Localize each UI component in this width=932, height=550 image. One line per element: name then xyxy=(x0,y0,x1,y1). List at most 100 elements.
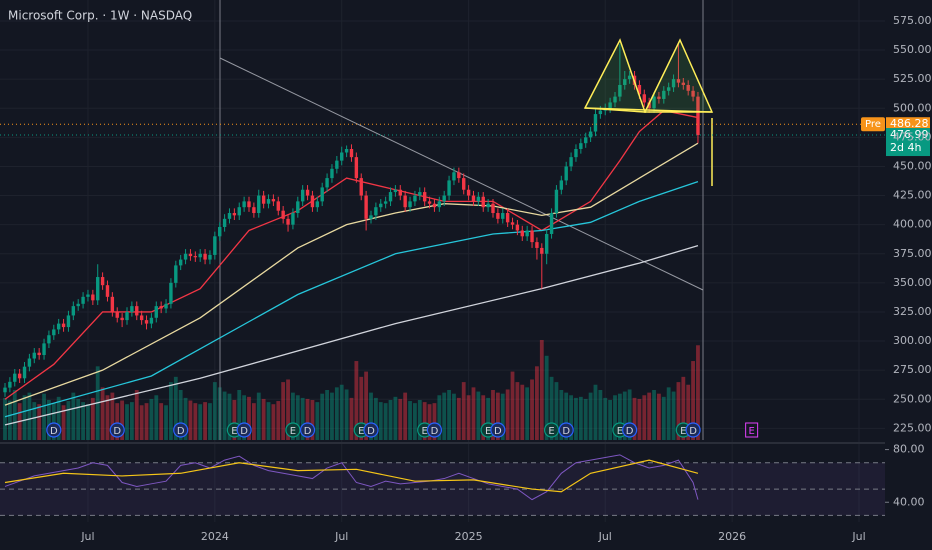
candle-body xyxy=(335,160,339,169)
volume-bar xyxy=(61,405,66,440)
candle-body xyxy=(540,247,544,254)
volume-bar xyxy=(447,390,451,440)
last-price-box xyxy=(886,128,930,157)
candle-body xyxy=(379,203,383,208)
volume-bar xyxy=(417,400,422,440)
rsi-pane: 80.00 40.00 xyxy=(0,443,925,516)
volume-bar xyxy=(47,400,51,440)
volume-bar xyxy=(452,393,456,440)
candle-body xyxy=(242,201,246,208)
candle-body xyxy=(535,242,539,248)
volume-bar xyxy=(154,395,159,440)
candle-body xyxy=(374,207,378,216)
volume-bar xyxy=(325,390,329,440)
candle-body xyxy=(193,256,198,258)
volume-bar xyxy=(286,379,290,440)
x-tick-label: Jul xyxy=(80,530,94,543)
volume-bar xyxy=(237,390,242,440)
volume-bar xyxy=(281,382,286,440)
volume-bar xyxy=(86,404,90,440)
candle-body xyxy=(27,358,32,367)
candle-body xyxy=(237,207,241,216)
event-label: E xyxy=(748,426,754,437)
y-tick-label: 250.00 xyxy=(893,392,932,405)
volume-bar xyxy=(300,397,305,440)
candle-body xyxy=(413,195,417,202)
candle-body xyxy=(218,226,222,237)
candle-body xyxy=(227,213,232,219)
y-tick-label: 500.00 xyxy=(893,101,932,114)
volume-bar xyxy=(339,384,344,440)
volume-bar xyxy=(354,361,359,440)
event-label: E xyxy=(422,426,428,437)
candle-body xyxy=(149,317,154,324)
candle-body xyxy=(325,178,329,188)
volume-bar xyxy=(320,393,325,440)
volume-bar xyxy=(442,392,447,440)
candles xyxy=(3,44,700,397)
candle-body xyxy=(164,303,168,309)
candle-body xyxy=(393,189,398,193)
candle-body xyxy=(476,196,481,202)
candle-body xyxy=(593,114,598,132)
candle-body xyxy=(359,178,363,196)
candle-body xyxy=(22,366,27,379)
volume-bar xyxy=(632,397,637,440)
candle-body xyxy=(647,102,651,109)
y-tick-label: 525.00 xyxy=(893,72,932,85)
volume-bar xyxy=(617,393,622,440)
volume-bar xyxy=(588,392,593,440)
candle-body xyxy=(154,306,158,318)
volume-bar xyxy=(657,393,661,440)
volume-bar xyxy=(51,403,56,440)
event-marker xyxy=(109,422,125,438)
volume-pane xyxy=(3,340,700,440)
volume-bar xyxy=(613,395,617,440)
volume-bar xyxy=(90,397,95,440)
x-tick-label: Jul xyxy=(851,530,865,543)
candle-body xyxy=(496,213,500,219)
event-label: D xyxy=(304,426,312,437)
candle-body xyxy=(515,224,520,231)
candle-body xyxy=(266,199,271,204)
volume-bar xyxy=(681,376,686,440)
candle-body xyxy=(564,166,568,181)
event-label: D xyxy=(431,426,439,437)
volume-bar xyxy=(251,403,256,440)
candle-body xyxy=(427,201,432,204)
candle-body xyxy=(310,195,315,208)
candle-body xyxy=(652,96,656,109)
candle-body xyxy=(530,230,534,243)
candle-body xyxy=(300,189,305,202)
y-tick-label: 550.00 xyxy=(893,43,932,56)
y-tick-label: 275.00 xyxy=(893,363,932,376)
candle-body xyxy=(32,352,36,359)
candle-body xyxy=(447,180,451,196)
volume-bar xyxy=(525,387,530,440)
event-label: D xyxy=(240,426,248,437)
candle-body xyxy=(42,343,46,356)
moving-average xyxy=(4,180,699,418)
candle-body xyxy=(398,189,402,196)
candle-body xyxy=(549,213,554,234)
volume-bar xyxy=(193,403,198,440)
rsi-tick-label: 40.00 xyxy=(893,495,925,508)
volume-bar xyxy=(574,397,578,440)
volume-bar xyxy=(359,376,364,440)
candle-body xyxy=(174,265,178,283)
candle-body xyxy=(525,230,529,237)
candle-body xyxy=(330,168,334,179)
event-label: E xyxy=(231,426,237,437)
volume-bar xyxy=(271,404,276,440)
volume-bar xyxy=(686,384,691,440)
candle-body xyxy=(584,137,588,144)
volume-bar xyxy=(178,390,183,440)
volume-bar xyxy=(622,391,627,440)
event-label: D xyxy=(177,426,185,437)
volume-bar xyxy=(66,401,71,440)
y-tick-label: 225.00 xyxy=(893,421,932,434)
candle-body xyxy=(252,207,256,214)
volume-bar xyxy=(27,392,32,440)
